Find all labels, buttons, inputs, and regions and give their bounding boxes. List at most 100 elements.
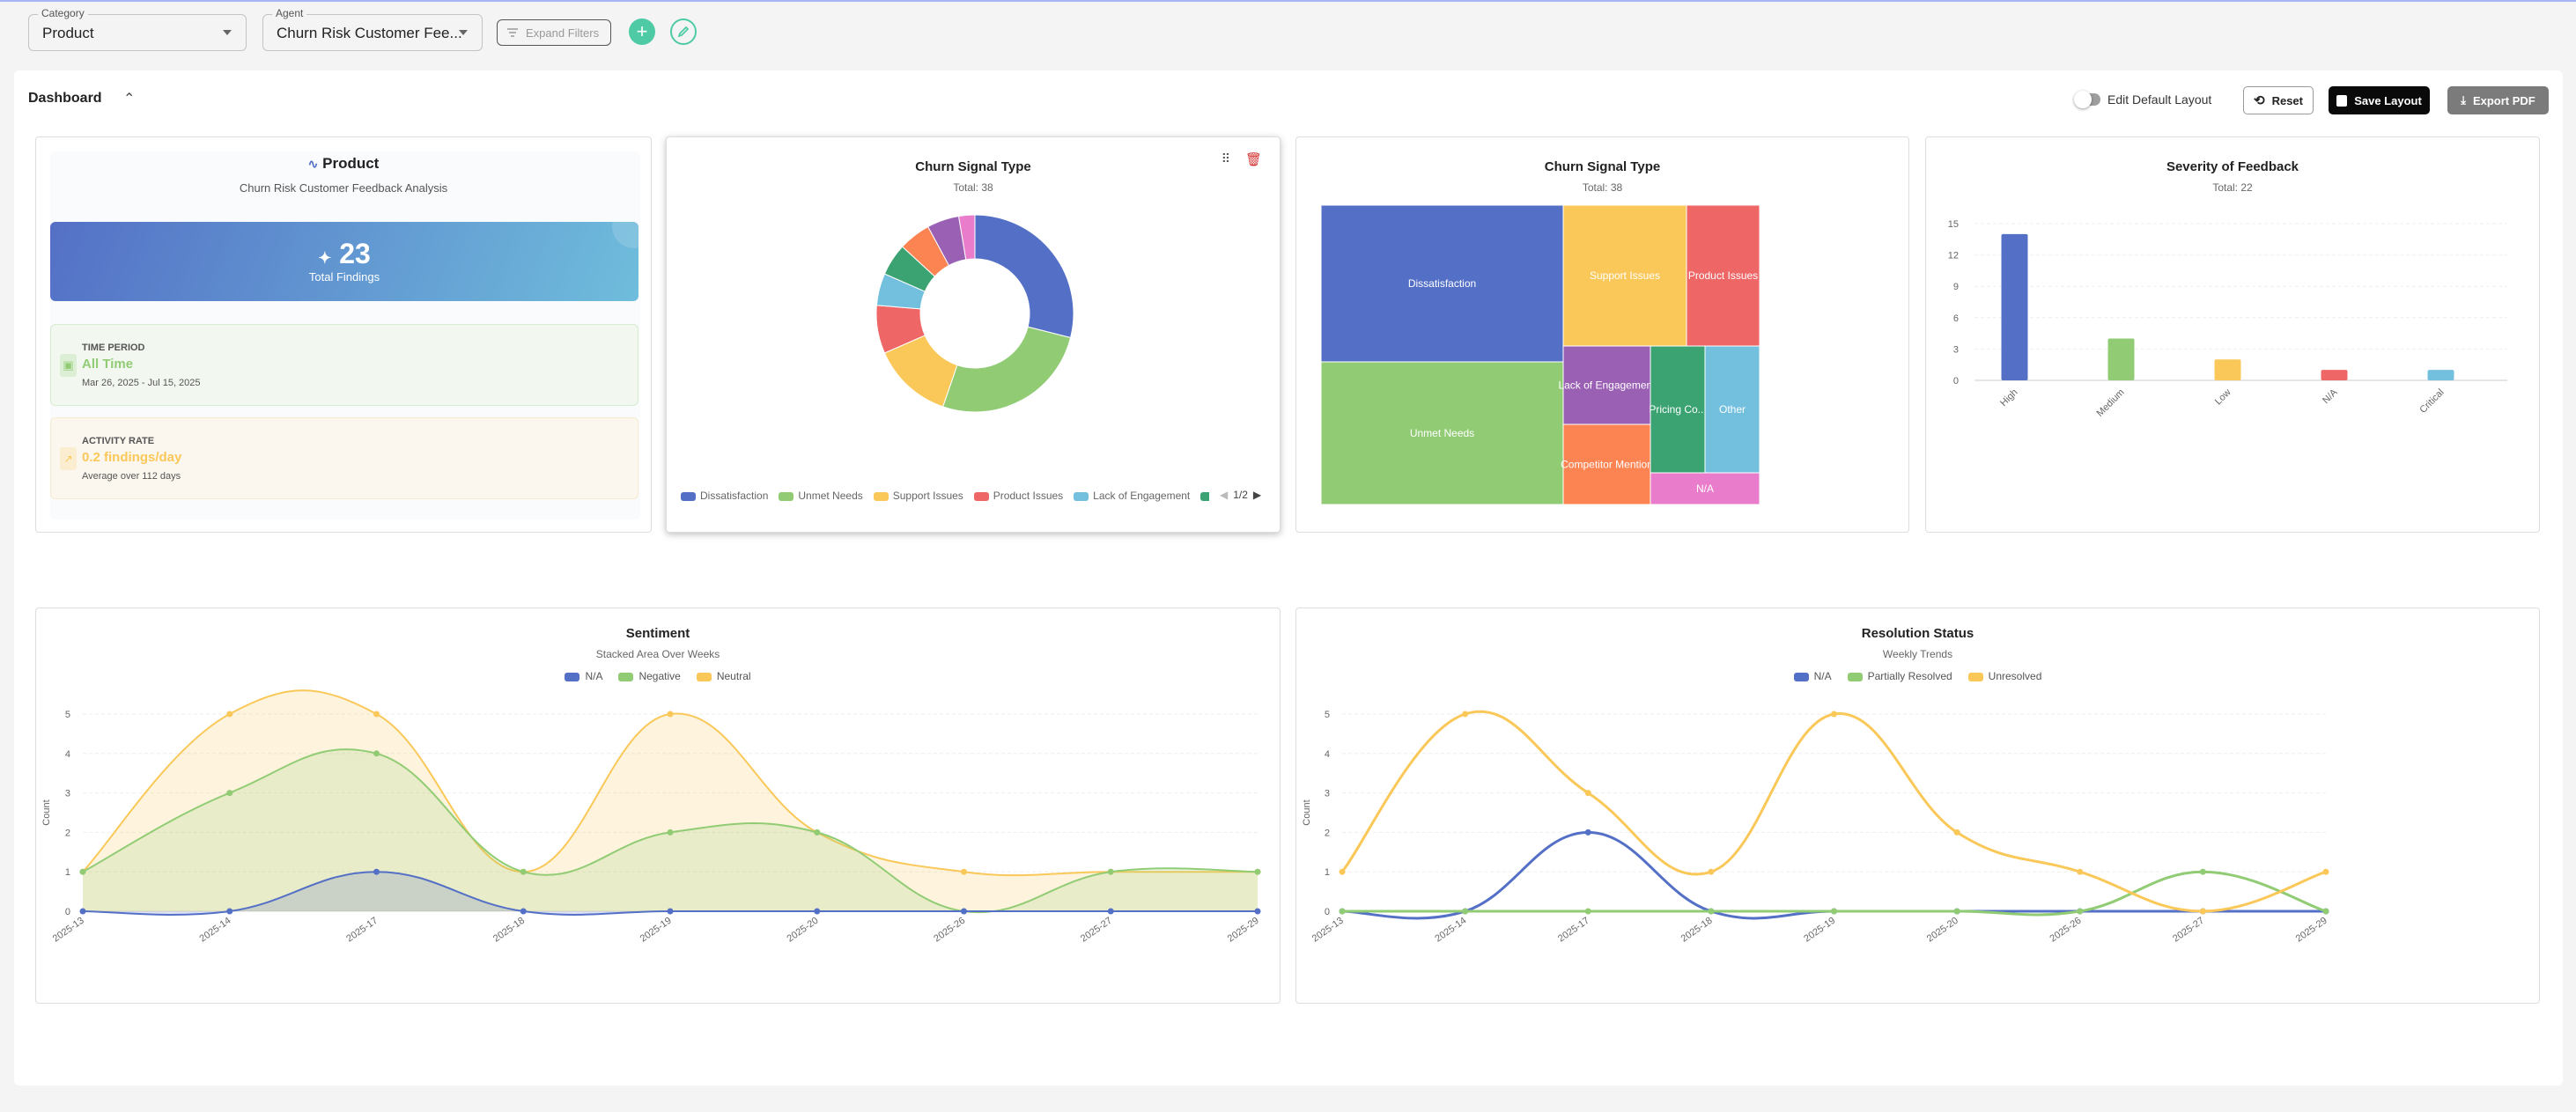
x-tick-label: 2025-13 [1310,916,1346,945]
time-period-value: All Time [82,357,134,372]
legend-swatch [779,491,794,501]
legend-item[interactable]: Partially Resolved [1847,670,1952,682]
agent-select[interactable]: Agent Churn Risk Customer Fee... [262,7,483,51]
summary-subtitle: Churn Risk Customer Feedback Analysis [239,181,448,195]
x-tick-label: 2025-29 [2294,916,2329,945]
legend-swatch [1967,672,1983,681]
legend-item[interactable]: Co [1200,490,1209,502]
summary-title-text: Product [322,155,380,172]
bar [2001,233,2028,380]
chevron-down-icon [459,30,468,35]
edit-default-layout-toggle[interactable] [2074,91,2100,108]
legend-label: Lack of Engagement [1093,490,1191,502]
bar-chart: 0 3 6 9 12 15 High Medium Low N/A Critical [1948,219,2507,419]
agent-label: Agent [272,7,307,19]
download-icon: ⤓ [2461,93,2466,107]
toggle-thumb [2074,91,2092,108]
donut-slice [974,214,1074,339]
data-point [226,790,233,797]
edit-button[interactable] [670,18,697,45]
data-point [2322,908,2329,915]
donut-chart [875,214,1074,413]
legend-swatch [681,491,696,501]
data-point [520,868,527,875]
x-tick-label: 2025-20 [1925,916,1960,945]
category-value: Product [42,25,94,41]
treemap-cell [1704,345,1760,474]
legend-pager: ◀ 1/2 ▶ [1220,489,1262,501]
save-layout-button[interactable]: Save Layout [2329,86,2430,114]
legend-item[interactable]: Dissatisfaction [681,490,768,502]
donut-legend: Dissatisfaction Unmet Needs Support Issues… [681,490,1209,502]
collapse-chevron-icon[interactable]: ⌃ [123,92,136,107]
edit-default-layout-label: Edit Default Layout [2107,92,2212,107]
save-icon [2336,94,2348,107]
x-tick-label: 2025-29 [1226,916,1261,945]
legend-item[interactable]: N/A [565,670,602,682]
category-select[interactable]: Category Product [28,7,247,51]
chart-title: Churn Signal Type [1544,159,1661,174]
export-pdf-button[interactable]: ⤓ Export PDF [2447,86,2549,114]
x-tick-label: Medium [2094,387,2126,419]
activity-rate-box: ↗ ACTIVITY RATE 0.2 findings/day Average… [50,417,638,499]
data-point [1339,908,1346,915]
x-tick-label: 2025-27 [1079,916,1114,945]
x-tick-label: 2025-18 [491,916,527,945]
legend-page: 1/2 [1233,489,1248,501]
chart-legend: N/A Negative Neutral [36,670,1280,682]
treemap-label: N/A [1696,482,1714,495]
chart-subtitle: Total: 38 [1582,181,1623,194]
data-point [1953,908,1960,915]
legend-label: Neutral [716,670,751,682]
y-tick-label: 4 [65,749,70,760]
legend-item[interactable]: Negative [618,670,681,682]
y-tick-label: 3 [65,789,70,799]
series-line [82,689,1258,877]
legend-item[interactable]: Lack of Engagement [1074,490,1190,502]
add-button[interactable]: + [629,18,655,45]
legend-label: N/A [585,670,603,682]
reset-button[interactable]: ⟲ Reset [2243,86,2314,114]
legend-item[interactable]: N/A [1793,670,1832,682]
calendar-icon: ▣ [60,354,77,377]
data-point [520,908,527,915]
expand-filters-label: Expand Filters [526,26,600,40]
data-point [814,908,821,915]
bar [2107,338,2135,380]
data-point [1107,908,1114,915]
reset-label: Reset [2271,93,2303,107]
treemap-label: Product Issues [1688,269,1758,282]
legend-prev-icon[interactable]: ◀ [1220,489,1229,501]
legend-item[interactable]: Unresolved [1967,670,2042,682]
legend-item[interactable]: Support Issues [873,490,963,502]
legend-item[interactable]: Neutral [696,670,751,682]
y-tick-label: 5 [65,710,70,720]
legend-swatch [1074,491,1089,501]
y-axis-label: Count [41,799,52,825]
drag-handle-icon[interactable]: ⠿ [1221,151,1230,166]
legend-item[interactable]: Unmet Needs [779,490,863,502]
chart-title: Churn Signal Type [915,159,1031,174]
expand-filters-button[interactable]: Expand Filters [497,19,611,46]
legend-label: Unresolved [1988,670,2042,682]
delete-icon[interactable]: 🗑 [1244,152,1262,167]
summary-title: ∿ Product [36,155,651,173]
legend-label: Negative [638,670,681,682]
churn-signal-donut-card[interactable]: Churn Signal Type Total: 38 ⠿ 🗑 Dissatis… [666,136,1281,533]
legend-item[interactable]: Product Issues [973,490,1063,502]
data-point [961,908,967,915]
data-point [1831,711,1837,718]
legend-swatch [565,672,580,681]
treemap-cell [1320,204,1564,363]
chart-legend: N/A Partially Resolved Unresolved [1296,670,2539,682]
treemap-cell [1562,204,1687,347]
y-tick-label: 0 [1953,376,1959,387]
pencil-icon [677,26,690,38]
legend-next-icon[interactable]: ▶ [1252,489,1262,501]
y-tick-label: 9 [1953,282,1959,292]
y-tick-label: 0 [1325,907,1330,917]
resolution-line-chart: 0 1 2 3 4 5 Count 2025-13 2025-14 2025-17 2025-18 2… [1302,710,2329,945]
data-point [1584,828,1591,836]
series-line [82,748,1258,914]
area-fill [83,690,1258,911]
